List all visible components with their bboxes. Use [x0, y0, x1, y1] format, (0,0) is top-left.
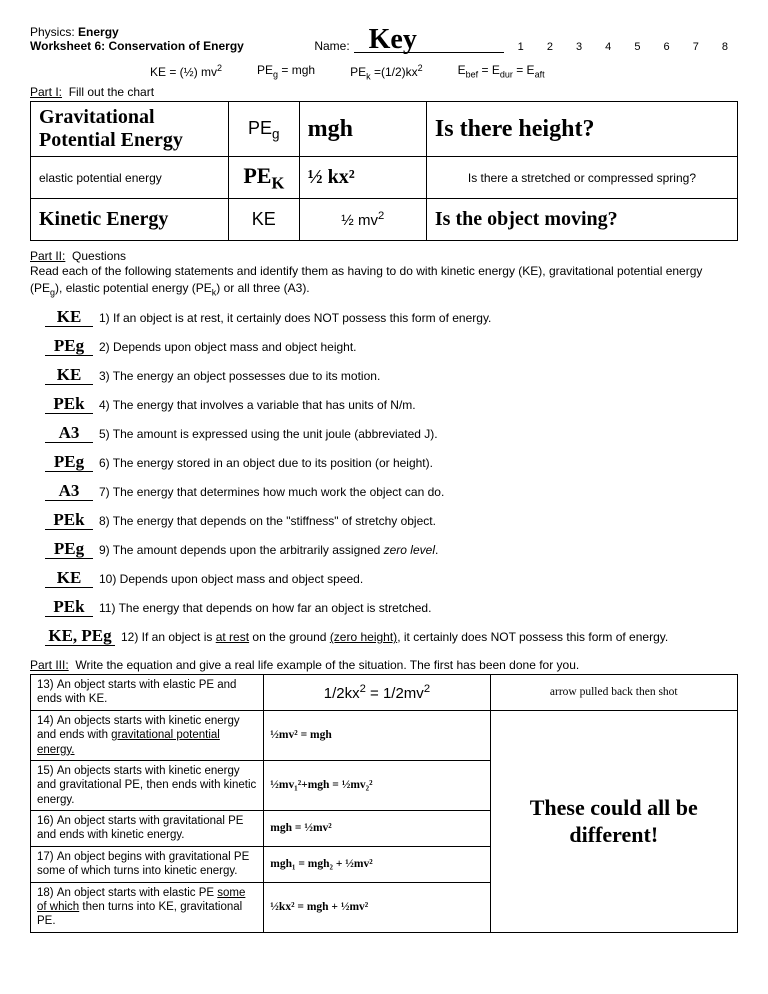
question-line: PEg 6) The energy stored in an object due…: [45, 453, 738, 472]
table-row: Gravitational Potential Energy PEg mgh I…: [31, 102, 738, 157]
question-text: 3) The energy an object possesses due to…: [99, 369, 380, 385]
question-text: 8) The energy that depends on the "stiff…: [99, 514, 436, 530]
p3-desc: 15) An objects starts with kinetic energ…: [37, 765, 256, 806]
question-answer: KE: [45, 569, 93, 588]
question-text: 6) The energy stored in an object due to…: [99, 456, 433, 472]
question-line: KE 3) The energy an object possesses due …: [45, 366, 738, 385]
question-text: 4) The energy that involves a variable t…: [99, 398, 416, 414]
question-answer: PEg: [45, 337, 93, 356]
question-text: 11) The energy that depends on how far a…: [99, 601, 431, 617]
part2-header: Part II: Questions: [30, 249, 738, 263]
part1-chart: Gravitational Potential Energy PEg mgh I…: [30, 101, 738, 241]
question-line: KE 10) Depends upon object mass and objec…: [45, 569, 738, 588]
title-block: Physics: Energy Worksheet 6: Conservatio…: [30, 25, 244, 53]
formula-econs: Ebef = Edur = Eaft: [458, 63, 545, 81]
cell-symbol: PEK: [243, 163, 284, 188]
table-row: 14) An objects starts with kinetic energ…: [31, 710, 738, 760]
worksheet-title: Worksheet 6: Conservation of Energy: [30, 39, 244, 53]
p3-example: arrow pulled back then shot: [490, 675, 737, 711]
question-answer: PEg: [45, 453, 93, 472]
question-text: 10) Depends upon object mass and object …: [99, 572, 363, 588]
cell-formula: ½ mv2: [341, 212, 384, 229]
question-answer: KE: [45, 308, 93, 327]
cell-energy-name: elastic potential energy: [39, 171, 162, 185]
question-line: PEg 2) Depends upon object mass and objec…: [45, 337, 738, 356]
name-block: Name: Key 1 2 3 4 5 6 7 8: [314, 39, 738, 53]
question-answer: PEg: [45, 540, 93, 559]
p3-equation: 1/2kx2 = 1/2mv2: [324, 685, 430, 702]
cell-question: Is the object moving?: [435, 208, 618, 230]
course-title: Physics: Energy: [30, 25, 244, 39]
name-value: Key: [369, 24, 417, 56]
cell-energy-name: Gravitational Potential Energy: [39, 106, 183, 151]
p3-desc: 17) An object begins with gravitational …: [37, 851, 249, 877]
p3-example-merged: These could all be different!: [490, 710, 737, 932]
question-text: 7) The energy that determines how much w…: [99, 485, 444, 501]
name-line: Key: [354, 52, 504, 53]
question-answer: KE, PEg: [45, 627, 115, 646]
question-answer: KE: [45, 366, 93, 385]
question-line: KE 1) If an object is at rest, it certain…: [45, 308, 738, 327]
p3-equation: mgh₁ = mgh₂ + ½mv²: [264, 846, 490, 882]
cell-symbol: PEg: [248, 118, 280, 138]
p3-desc: 13) An object starts with elastic PE and…: [37, 679, 236, 705]
question-line: PEk 11) The energy that depends on how fa…: [45, 598, 738, 617]
cell-energy-name: Kinetic Energy: [39, 208, 168, 230]
formula-peg: PEg = mgh: [257, 63, 315, 81]
period-numbers: 1 2 3 4 5 6 7 8: [518, 41, 738, 53]
question-list: KE 1) If an object is at rest, it certain…: [30, 308, 738, 646]
question-line: KE, PEg 12) If an object is at rest on th…: [45, 627, 738, 646]
question-answer: PEk: [45, 511, 93, 530]
cell-symbol: KE: [252, 209, 276, 229]
question-line: A3 5) The amount is expressed using the u…: [45, 424, 738, 443]
question-line: PEk 4) The energy that involves a variabl…: [45, 395, 738, 414]
formula-pek: PEk =(1/2)kx2: [350, 63, 423, 81]
question-text: 5) The amount is expressed using the uni…: [99, 427, 438, 443]
cell-question: Is there height?: [435, 116, 595, 142]
question-answer: PEk: [45, 598, 93, 617]
part2-instructions: Read each of the following statements an…: [30, 263, 738, 298]
part2-block: Part II: Questions Read each of the foll…: [30, 249, 738, 646]
question-answer: A3: [45, 424, 93, 443]
part3-table: 13) An object starts with elastic PE and…: [30, 674, 738, 933]
question-text: 1) If an object is at rest, it certainly…: [99, 311, 491, 327]
cell-formula: mgh: [308, 116, 353, 142]
p3-equation: ½mv₁²+mgh = ½mv₂²: [264, 760, 490, 810]
p3-desc: 16) An object starts with gravitational …: [37, 815, 243, 841]
cell-question: Is there a stretched or compressed sprin…: [468, 171, 696, 185]
formula-ke: KE = (½) mv2: [150, 63, 222, 81]
p3-equation: ½mv² = mgh: [264, 710, 490, 760]
part1-label: Part I: Fill out the chart: [30, 85, 738, 99]
question-answer: A3: [45, 482, 93, 501]
question-line: PEg 9) The amount depends upon the arbitr…: [45, 540, 738, 559]
question-line: A3 7) The energy that determines how much…: [45, 482, 738, 501]
p3-desc: 18) An object starts with elastic PE som…: [37, 887, 245, 928]
part3-label: Part III: Write the equation and give a …: [30, 658, 738, 672]
page-header: Physics: Energy Worksheet 6: Conservatio…: [30, 25, 738, 53]
table-row: Kinetic Energy KE ½ mv2 Is the object mo…: [31, 199, 738, 241]
table-row: 13) An object starts with elastic PE and…: [31, 675, 738, 711]
question-text: 2) Depends upon object mass and object h…: [99, 340, 357, 356]
question-text: 12) If an object is at rest on the groun…: [121, 630, 668, 646]
cell-formula: ½ kx²: [308, 166, 355, 188]
name-label: Name:: [314, 39, 349, 53]
formula-row: KE = (½) mv2 PEg = mgh PEk =(1/2)kx2 Ebe…: [150, 63, 738, 81]
p3-equation: ½kx² = mgh + ½mv²: [264, 882, 490, 932]
question-text: 9) The amount depends upon the arbitrari…: [99, 543, 438, 559]
p3-desc: 14) An objects starts with kinetic energ…: [37, 715, 240, 756]
table-row: elastic potential energy PEK ½ kx² Is th…: [31, 157, 738, 199]
question-answer: PEk: [45, 395, 93, 414]
p3-equation: mgh = ½mv²: [264, 811, 490, 847]
question-line: PEk 8) The energy that depends on the "st…: [45, 511, 738, 530]
